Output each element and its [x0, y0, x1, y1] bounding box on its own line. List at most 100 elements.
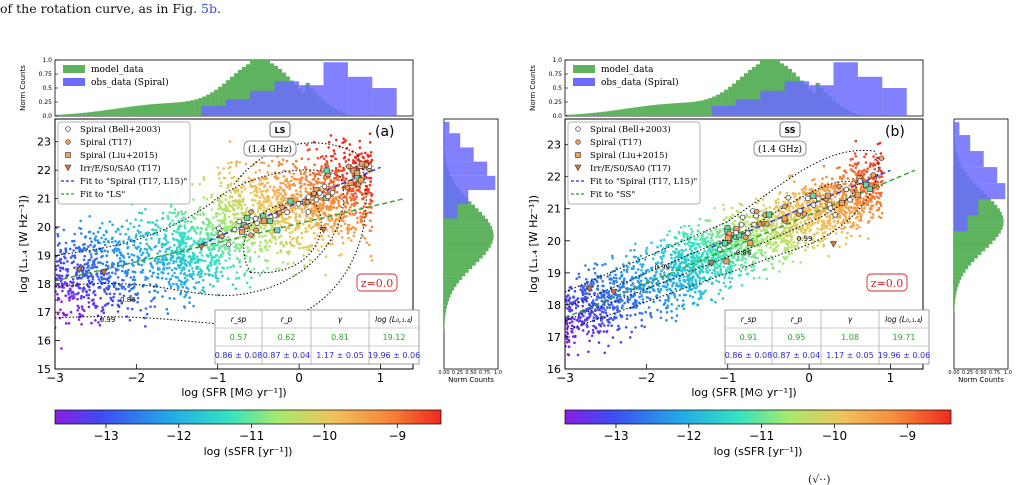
- model-point: [691, 295, 695, 299]
- model-point: [818, 212, 822, 216]
- model-point: [282, 175, 286, 178]
- model-point: [149, 305, 152, 309]
- model-point: [266, 171, 270, 174]
- model-point: [40, 239, 43, 242]
- model-point: [878, 201, 882, 204]
- model-point: [662, 251, 665, 254]
- model-point: [99, 276, 103, 279]
- model-point: [350, 203, 354, 206]
- model-point: [568, 307, 572, 311]
- model-point: [145, 251, 149, 254]
- model-point: [178, 246, 182, 249]
- model-point: [44, 265, 47, 268]
- model-point: [166, 262, 169, 266]
- model-point: [306, 248, 310, 252]
- model-point: [192, 270, 195, 273]
- model-point: [217, 256, 221, 259]
- model-point: [91, 261, 95, 264]
- model-point: [237, 199, 241, 202]
- model-point: [83, 309, 86, 313]
- obs-point-t17: [243, 223, 249, 230]
- model-point: [315, 222, 318, 225]
- model-point: [283, 190, 286, 194]
- model-point: [82, 258, 86, 262]
- model-point: [263, 227, 266, 230]
- model-point: [303, 266, 307, 269]
- model-point: [179, 257, 183, 260]
- model-point: [321, 238, 325, 241]
- model-hist-bar: [444, 311, 446, 316]
- model-hist-bar: [444, 301, 448, 305]
- model-point: [214, 276, 218, 280]
- model-point: [359, 218, 363, 222]
- model-point: [829, 185, 832, 189]
- model-point: [554, 326, 557, 329]
- model-point: [132, 286, 136, 289]
- model-point: [302, 222, 305, 226]
- model-point: [160, 271, 163, 274]
- model-point: [83, 254, 86, 258]
- model-point: [130, 258, 134, 262]
- model-point: [254, 194, 258, 197]
- model-hist-bar: [744, 73, 749, 116]
- model-point: [816, 244, 819, 247]
- model-point: [552, 318, 555, 321]
- model-point: [69, 310, 73, 314]
- model-point: [81, 314, 84, 317]
- model-point: [314, 237, 317, 240]
- model-point: [259, 240, 262, 244]
- figure-reference-link[interactable]: 5b: [201, 1, 218, 16]
- model-hist-bar: [444, 286, 455, 291]
- model-point: [681, 299, 685, 302]
- model-point: [234, 161, 238, 165]
- model-point: [203, 259, 207, 263]
- model-point: [611, 336, 615, 339]
- model-point: [104, 237, 107, 241]
- model-point: [695, 242, 698, 246]
- model-point: [58, 269, 62, 273]
- model-point: [40, 273, 43, 276]
- model-point: [337, 201, 340, 205]
- model-point: [754, 197, 758, 201]
- model-point: [368, 183, 372, 187]
- model-point: [41, 302, 44, 305]
- model-point: [237, 276, 241, 280]
- model-point: [340, 236, 344, 239]
- obs-point-irr: [197, 244, 205, 251]
- model-point: [191, 182, 194, 186]
- model-hist-bar: [954, 240, 993, 245]
- model-point: [154, 228, 158, 232]
- model-point: [229, 228, 232, 231]
- model-point: [235, 223, 239, 226]
- model-point: [874, 158, 877, 161]
- model-point: [688, 266, 692, 269]
- model-point: [299, 185, 303, 189]
- model-hist-bar: [162, 103, 167, 116]
- model-point: [350, 239, 353, 242]
- model-point: [45, 296, 48, 299]
- model-point: [317, 216, 320, 219]
- model-point: [583, 284, 587, 287]
- model-point: [97, 261, 100, 264]
- obs-hist-bar: [372, 88, 397, 116]
- model-point: [253, 250, 257, 254]
- model-point: [304, 170, 307, 174]
- model-point: [300, 236, 304, 240]
- model-point: [670, 316, 674, 320]
- model-point: [90, 280, 94, 284]
- model-point: [266, 200, 270, 204]
- model-point: [348, 153, 352, 156]
- model-point: [224, 248, 227, 251]
- model-point: [56, 292, 59, 296]
- model-point: [119, 232, 122, 236]
- model-point: [45, 292, 48, 295]
- model-point: [221, 250, 224, 253]
- model-point: [107, 271, 111, 275]
- model-point: [219, 244, 223, 248]
- model-point: [226, 183, 230, 187]
- model-hist-bar: [728, 86, 733, 116]
- model-point: [40, 268, 43, 271]
- model-point: [262, 206, 266, 209]
- model-point: [771, 267, 775, 270]
- model-point: [674, 319, 678, 323]
